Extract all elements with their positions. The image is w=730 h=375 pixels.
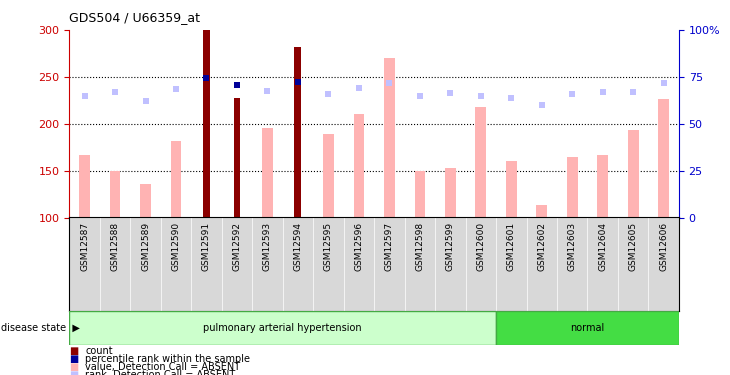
Bar — [294, 47, 301, 217]
Text: GSM12587: GSM12587 — [80, 222, 89, 271]
Bar — [69, 311, 496, 345]
Text: GSM12605: GSM12605 — [629, 222, 638, 271]
Text: GDS504 / U66359_at: GDS504 / U66359_at — [69, 11, 200, 24]
Text: GSM12594: GSM12594 — [293, 222, 302, 271]
Text: GSM12588: GSM12588 — [110, 222, 120, 271]
Text: GSM12597: GSM12597 — [385, 222, 394, 271]
Text: GSM12593: GSM12593 — [263, 222, 272, 271]
Text: GSM12591: GSM12591 — [202, 222, 211, 271]
Bar — [597, 154, 608, 218]
Text: ■: ■ — [69, 362, 79, 372]
Bar — [262, 128, 273, 217]
Text: ■: ■ — [69, 354, 79, 364]
Text: ■: ■ — [69, 346, 79, 355]
Text: GSM12595: GSM12595 — [324, 222, 333, 271]
Bar — [415, 171, 425, 217]
Text: disease state  ▶: disease state ▶ — [1, 323, 80, 333]
Text: GSM12606: GSM12606 — [659, 222, 668, 271]
Bar — [323, 134, 334, 218]
Text: ■: ■ — [69, 370, 79, 375]
Bar — [384, 58, 395, 217]
Bar — [140, 184, 151, 218]
Text: normal: normal — [570, 323, 604, 333]
Bar — [475, 107, 486, 218]
Bar — [80, 154, 90, 218]
Text: GSM12604: GSM12604 — [598, 222, 607, 271]
Text: rank, Detection Call = ABSENT: rank, Detection Call = ABSENT — [85, 370, 236, 375]
Text: GSM12602: GSM12602 — [537, 222, 546, 271]
Text: percentile rank within the sample: percentile rank within the sample — [85, 354, 250, 364]
Bar — [628, 130, 639, 218]
Bar — [658, 99, 669, 218]
Text: pulmonary arterial hypertension: pulmonary arterial hypertension — [204, 323, 362, 333]
Text: GSM12592: GSM12592 — [232, 222, 242, 271]
Bar — [171, 141, 181, 218]
Text: GSM12603: GSM12603 — [568, 222, 577, 271]
Text: count: count — [85, 346, 113, 355]
Text: GSM12590: GSM12590 — [172, 222, 180, 271]
Text: GSM12600: GSM12600 — [476, 222, 485, 271]
Text: GSM12599: GSM12599 — [446, 222, 455, 271]
Text: value, Detection Call = ABSENT: value, Detection Call = ABSENT — [85, 362, 241, 372]
Text: GSM12601: GSM12601 — [507, 222, 516, 271]
Bar — [496, 311, 679, 345]
Text: GSM12589: GSM12589 — [141, 222, 150, 271]
Text: GSM12598: GSM12598 — [415, 222, 424, 271]
Bar — [110, 171, 120, 217]
Bar — [203, 30, 210, 217]
Bar — [537, 206, 547, 218]
Bar — [353, 114, 364, 218]
Bar — [567, 157, 577, 218]
Bar — [234, 98, 240, 218]
Text: GSM12596: GSM12596 — [354, 222, 364, 271]
Bar — [445, 168, 456, 217]
Bar — [506, 161, 517, 218]
